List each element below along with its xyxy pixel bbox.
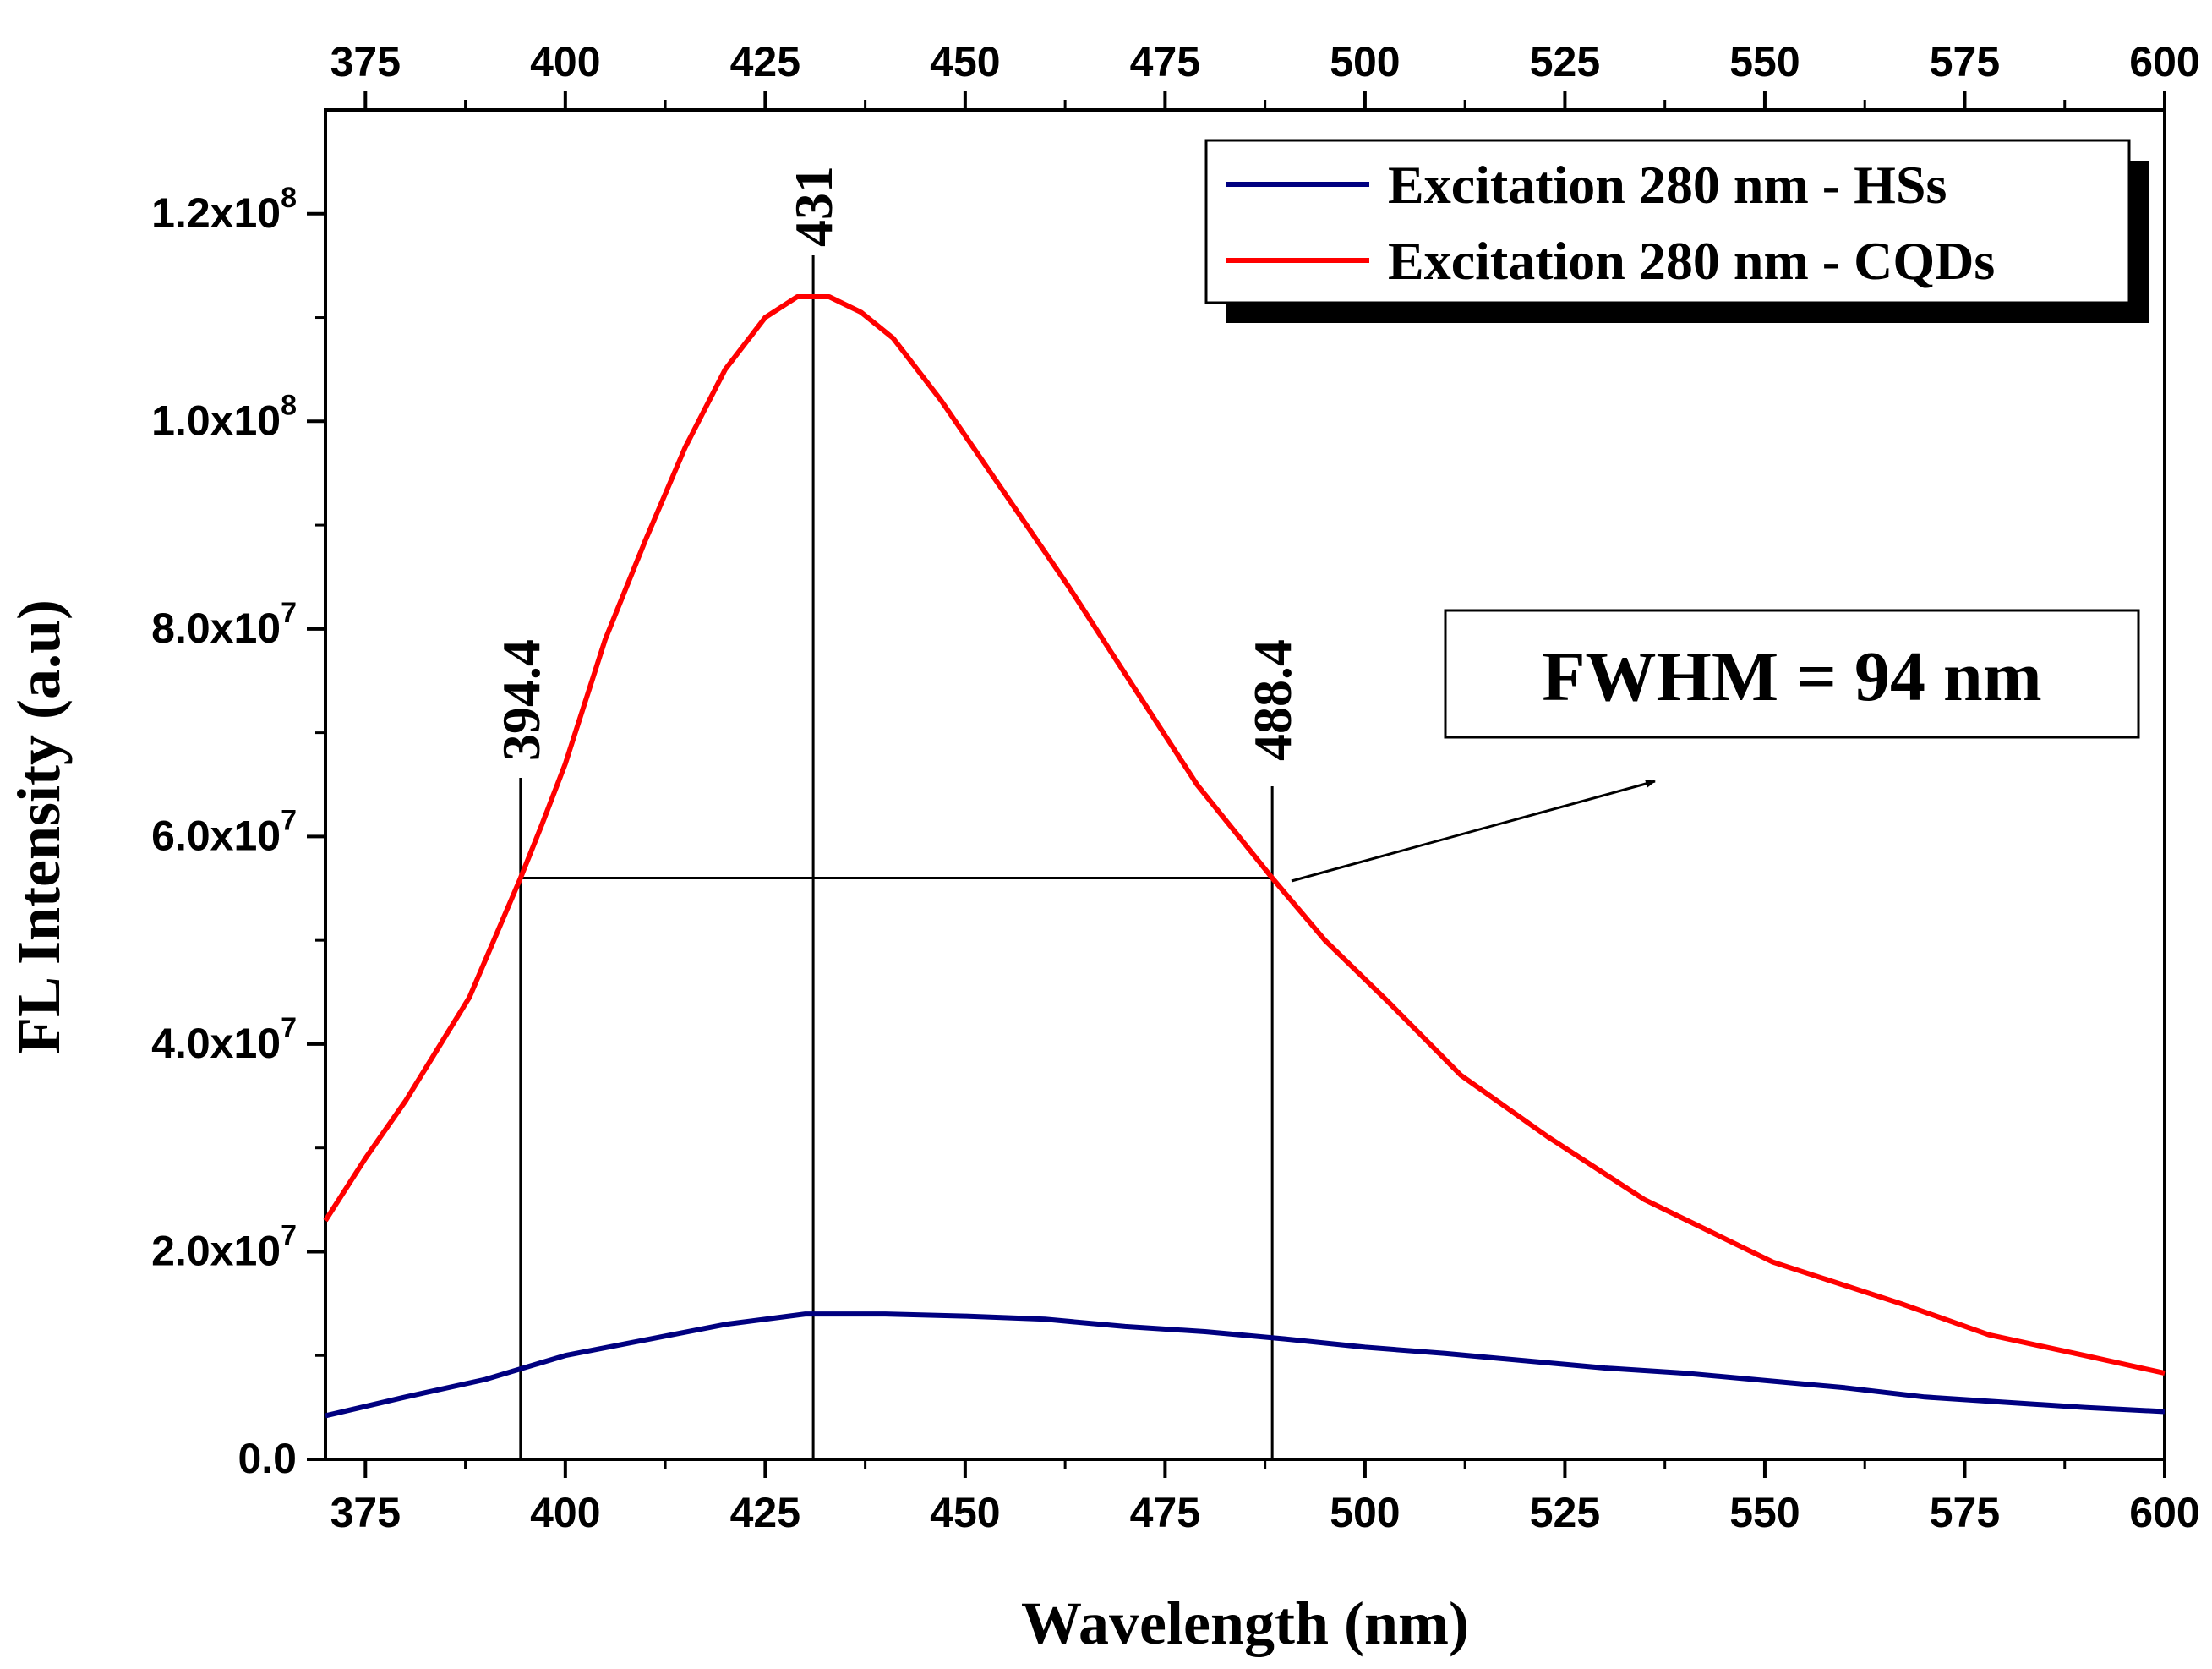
x-tick-label-bottom: 475 [1130, 1489, 1200, 1536]
x-tick-label-top: 500 [1330, 38, 1400, 85]
x-tick-label-bottom: 425 [730, 1489, 800, 1536]
x-tick-label-top: 600 [2129, 38, 2199, 85]
x-tick-label-top: 475 [1130, 38, 1200, 85]
x-tick-label-top: 400 [530, 38, 600, 85]
x-tick-label-bottom: 500 [1330, 1489, 1400, 1536]
peak-label: 431 [784, 166, 844, 247]
y-tick-mantissa: 1.2x10 [151, 189, 281, 237]
legend-label-cqds: Excitation 280 nm - CQDs [1388, 231, 1995, 291]
y-tick-label: 0.0 [238, 1435, 297, 1482]
annotation-labels: 431 394.4 488.4 [491, 166, 1303, 761]
legend-box [1204, 139, 2131, 304]
y-tick-exponent: 7 [281, 1219, 297, 1251]
y-tick-exponent: 7 [281, 1012, 297, 1044]
tick-labels: 375 375 400 400 425 425 450 450 475 475 500 500 525 5… [151, 38, 2200, 1536]
y-tick-label: 1.2x108 [151, 182, 297, 237]
y-tick-mantissa: 2.0x10 [151, 1227, 281, 1274]
y-tick-exponent: 7 [281, 597, 297, 629]
x-tick-label-bottom: 375 [330, 1489, 401, 1536]
x-tick-label-top: 425 [730, 38, 800, 85]
legend-label-hss: Excitation 280 nm - HSs [1388, 155, 1947, 215]
x-tick-label-bottom: 575 [1930, 1489, 2000, 1536]
y-tick-mantissa: 1.0x10 [151, 397, 281, 444]
x-tick-label-bottom: 550 [1729, 1489, 1800, 1536]
x-tick-label-bottom: 400 [530, 1489, 600, 1536]
plot-frame [324, 108, 2166, 1461]
x-tick-label-bottom: 525 [1530, 1489, 1600, 1536]
y-tick-mantissa: 6.0x10 [151, 812, 281, 859]
y-tick-mantissa: 0.0 [238, 1435, 297, 1482]
x-tick-label-top: 575 [1930, 38, 2000, 85]
x-tick-label-top: 375 [330, 38, 401, 85]
series-line-hss [325, 1311, 2166, 1419]
y-tick-exponent: 8 [281, 182, 297, 214]
y-tick-exponent: 7 [281, 804, 297, 836]
axis-ticks [307, 91, 2166, 1478]
y-axis-title: FL Intensity (a.u) [5, 599, 73, 1054]
y-tick-mantissa: 4.0x10 [151, 1020, 281, 1067]
right-half-max-label: 488.4 [1243, 639, 1303, 761]
x-tick-label-top: 550 [1729, 38, 1800, 85]
fwhm-annotations [519, 255, 1274, 1459]
series-layer [323, 294, 2166, 1419]
legend: Excitation 280 nm - HSs Excitation 280 n… [1204, 139, 2149, 323]
y-tick-label: 8.0x107 [151, 597, 297, 652]
y-tick-exponent: 8 [281, 389, 297, 421]
x-tick-label-bottom: 600 [2129, 1489, 2199, 1536]
y-tick-label: 6.0x107 [151, 804, 297, 859]
y-tick-label: 1.0x108 [151, 389, 297, 444]
fwhm-box [1444, 609, 2140, 739]
y-tick-mantissa: 8.0x10 [151, 605, 281, 652]
y-tick-label: 4.0x107 [151, 1012, 297, 1067]
x-tick-label-bottom: 450 [930, 1489, 1000, 1536]
series-line-cqds [323, 294, 2166, 1376]
fwhm-label: FWHM = 94 nm [1542, 638, 2042, 716]
x-tick-label-top: 450 [930, 38, 1000, 85]
left-half-max-label: 394.4 [491, 639, 551, 761]
y-tick-label: 2.0x107 [151, 1219, 297, 1274]
x-tick-label-top: 525 [1530, 38, 1600, 85]
x-axis-title: Wavelength (nm) [1021, 1590, 1469, 1657]
fwhm-arrow [1291, 780, 1656, 883]
